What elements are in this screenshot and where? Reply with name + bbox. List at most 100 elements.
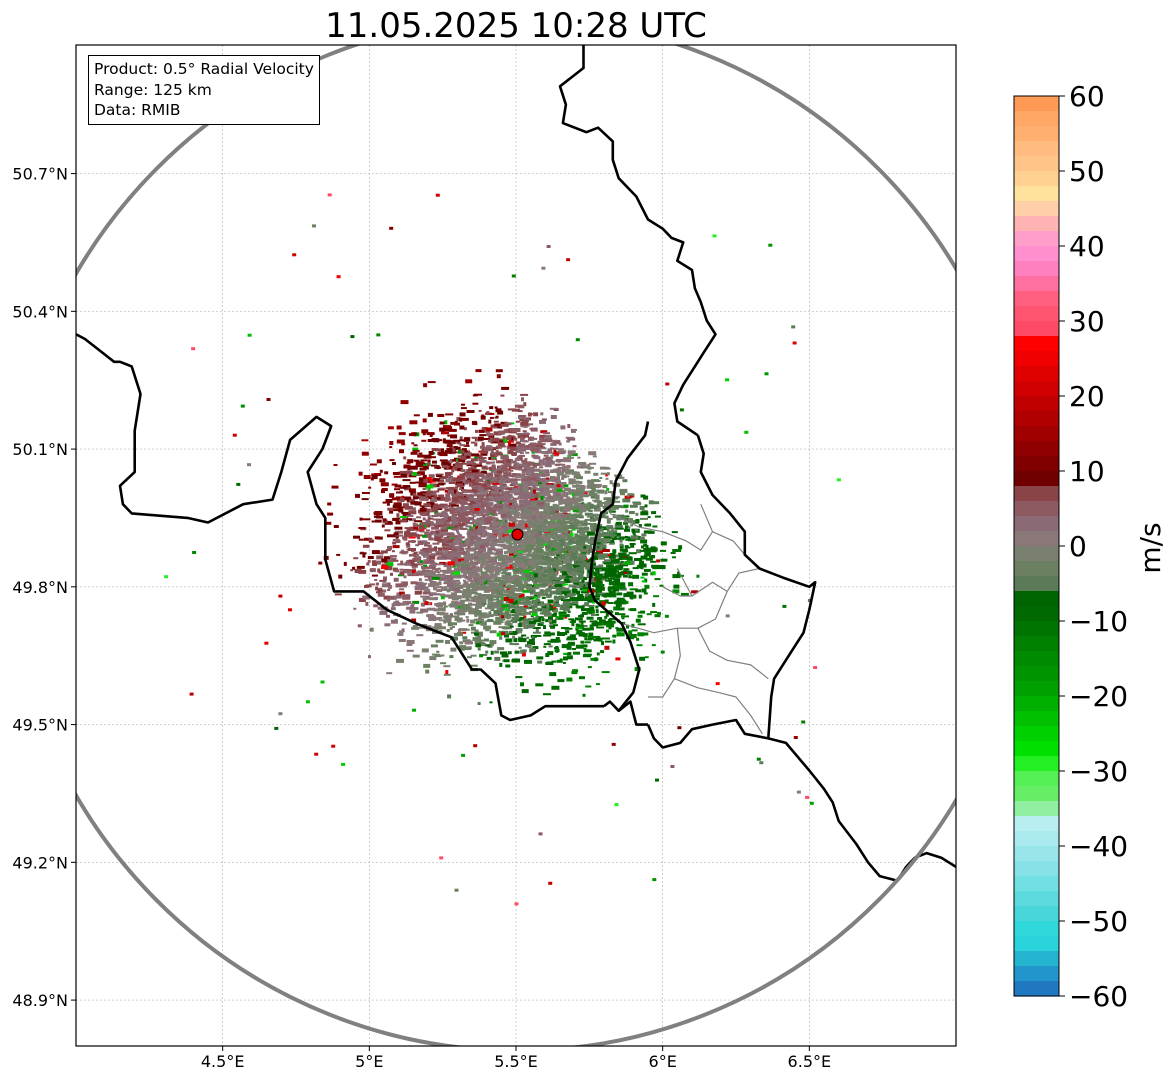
- echo-cell-4008: [504, 535, 511, 539]
- echo-cell-3531: [529, 590, 535, 593]
- echo-cell-3866: [469, 497, 478, 501]
- echo-cell-2717: [445, 552, 454, 555]
- echo-cell-4119: [517, 566, 522, 569]
- echo-cell-3027: [527, 551, 532, 556]
- echo-cell-162: [540, 506, 546, 510]
- echo-cell-4384: [520, 597, 526, 600]
- echo-cell-3669: [564, 554, 570, 557]
- echo-cell-3666: [409, 481, 416, 484]
- echo-cell-623: [544, 631, 551, 635]
- echo-cell-2763: [412, 492, 416, 496]
- echo-cell-1222: [384, 623, 391, 627]
- echo-cell-4161: [412, 449, 420, 452]
- echo-cell-3591: [503, 502, 509, 506]
- echo-cell-4661: [551, 509, 559, 512]
- echo-cell-1090: [623, 504, 629, 508]
- echo-cell-772: [446, 567, 452, 571]
- echo-cell-2574: [429, 521, 433, 524]
- echo-cell-1329: [494, 656, 501, 661]
- echo-cell-3838: [407, 518, 412, 521]
- echo-cell-1304: [367, 559, 371, 563]
- echo-cell-1605: [380, 482, 389, 487]
- echo-cell-1805: [461, 595, 470, 599]
- echo-cell-2357: [678, 548, 682, 552]
- echo-cell-3393: [619, 548, 628, 552]
- echo-cell-1567: [639, 560, 644, 564]
- echo-cell-3287: [672, 556, 676, 559]
- echo-cell-1267: [441, 527, 448, 532]
- echo-cell-1319: [361, 451, 369, 456]
- echo-cell-821: [412, 600, 420, 604]
- echo-cell-3885: [604, 467, 611, 470]
- echo-cell-3379: [596, 534, 602, 537]
- echo-cell-4303: [525, 548, 531, 552]
- echo-cell-875: [653, 595, 660, 598]
- echo-cell-4939: [641, 533, 647, 537]
- echo-cell-3560: [440, 596, 445, 600]
- echo-cell-3776: [527, 644, 532, 649]
- echo-cell-4335: [391, 603, 395, 608]
- echo-cell-940: [581, 611, 588, 615]
- echo-cell-4619: [489, 582, 493, 585]
- echo-cell-3346: [633, 502, 642, 506]
- echo-cell-4740: [641, 580, 646, 583]
- echo-cell-4884: [507, 450, 514, 455]
- echo-cell-879: [461, 574, 467, 578]
- echo-cell-1877: [464, 521, 468, 526]
- echo-cell-4540: [546, 604, 550, 609]
- echo-cell-3339: [671, 531, 678, 534]
- echo-cell-3965: [529, 555, 533, 558]
- echo-cell-4845: [497, 442, 505, 447]
- echo-cell-1046: [492, 519, 497, 524]
- echo-cell-4349: [408, 532, 417, 537]
- echo-cell-134: [432, 542, 440, 545]
- echo-cell-2949: [522, 501, 527, 506]
- echo-cell-1019: [449, 655, 454, 659]
- echo-cell-2407: [489, 466, 493, 471]
- echo-cell-1052: [589, 627, 594, 631]
- echo-cell-1592: [566, 562, 572, 565]
- echo-cell-3491: [437, 573, 446, 577]
- echo-cell-3074: [458, 540, 467, 543]
- echo-cell-343: [555, 463, 563, 466]
- echo-cell-3141: [647, 516, 651, 519]
- echo-cell-3950: [559, 529, 567, 534]
- echo-cell-3683: [396, 592, 400, 597]
- echo-cell-4854: [614, 537, 621, 540]
- echo-cell-4435: [562, 598, 571, 602]
- echo-cell-4932: [607, 539, 615, 543]
- echo-cell-3728: [497, 599, 504, 602]
- echo-cell-2767: [451, 435, 456, 439]
- echo-cell-1987: [640, 555, 648, 560]
- echo-cell-2803: [392, 462, 396, 465]
- echo-cell-4742: [481, 573, 488, 577]
- echo-cell-3707: [429, 592, 434, 597]
- echo-cell-2369: [391, 557, 397, 561]
- echo-cell-1981: [519, 621, 526, 624]
- echo-cell-4604: [541, 566, 549, 571]
- echo-cell-3896: [608, 581, 615, 586]
- echo-cell-2373: [436, 604, 444, 608]
- echo-cell-6: [541, 496, 549, 499]
- echo-cell-1698: [540, 533, 549, 536]
- echo-cell-4040: [526, 433, 530, 435]
- echo-cell-3856: [650, 611, 658, 614]
- echo-cell-4575: [512, 635, 516, 639]
- echo-cell-4283: [473, 536, 482, 541]
- echo-cell-4175: [575, 644, 584, 649]
- echo-cell-4360: [387, 507, 394, 511]
- echo-cell-4770: [373, 515, 382, 518]
- echo-cell-189: [569, 577, 578, 582]
- echo-cell-1249: [535, 616, 544, 619]
- echo-cell-4816: [486, 556, 495, 561]
- echo-cell-2542: [575, 487, 583, 491]
- echo-cell-1106: [575, 626, 583, 630]
- echo-cell-1897: [593, 555, 598, 560]
- echo-cell-3717: [505, 504, 509, 508]
- echo-cell-3897: [486, 483, 491, 487]
- echo-cell-4918: [473, 422, 478, 426]
- echo-cell-3369: [489, 406, 494, 410]
- echo-cell-3024: [521, 479, 525, 484]
- echo-cell-2982: [515, 676, 523, 679]
- echo-cell-4718: [600, 511, 608, 515]
